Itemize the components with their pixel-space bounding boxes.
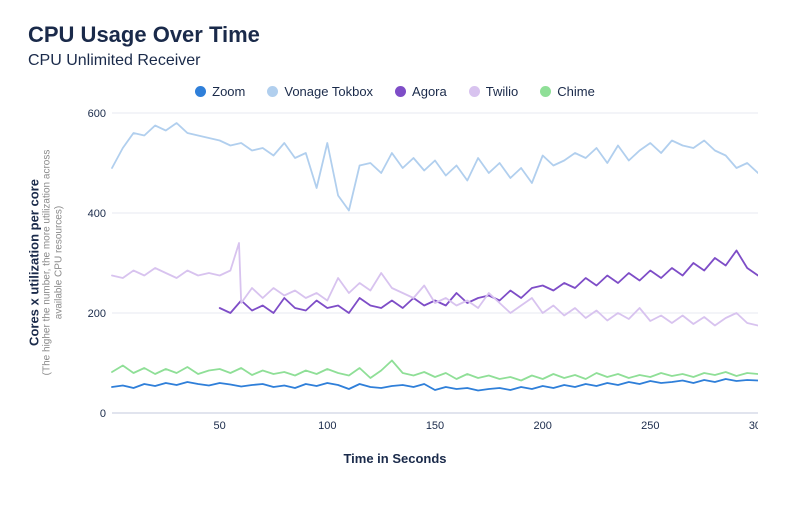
y-tick-label: 200 — [88, 308, 106, 320]
legend: Zoom Vonage Tokbox Agora Twilio Chime — [28, 84, 762, 99]
y-tick-label: 0 — [100, 408, 106, 420]
chart-subtitle: CPU Unlimited Receiver — [28, 52, 762, 70]
x-tick-label: 200 — [533, 420, 551, 432]
series-line — [112, 361, 758, 381]
series-line — [112, 379, 758, 391]
legend-item: Chime — [540, 84, 595, 99]
x-tick-label: 300 — [749, 420, 758, 432]
legend-label: Vonage Tokbox — [284, 84, 373, 99]
legend-label: Chime — [557, 84, 595, 99]
legend-item: Twilio — [469, 84, 519, 99]
legend-label: Twilio — [486, 84, 519, 99]
series-line — [220, 251, 758, 314]
x-tick-label: 50 — [214, 420, 226, 432]
legend-item: Vonage Tokbox — [267, 84, 373, 99]
line-chart-svg: 0 200 400 600 50 100 150 200 250 300 — [82, 109, 758, 445]
y-tick-label: 400 — [88, 208, 106, 220]
legend-label: Zoom — [212, 84, 245, 99]
chart-title: CPU Usage Over Time — [28, 22, 762, 48]
x-tick-label: 250 — [641, 420, 659, 432]
legend-item: Zoom — [195, 84, 245, 99]
y-axis-label-sub-2: available CPU resources) — [54, 149, 66, 375]
y-tick-label: 600 — [88, 109, 106, 120]
legend-swatch-icon — [469, 86, 480, 97]
series-line — [112, 123, 758, 211]
legend-swatch-icon — [395, 86, 406, 97]
x-tick-label: 100 — [318, 420, 336, 432]
y-axis-label-main: Cores x utilization per core — [27, 149, 42, 375]
chart-container: Cores x utilization per core (The higher… — [28, 109, 762, 445]
y-axis-label-sub-1: (The higher the number, the more utiliza… — [42, 149, 54, 375]
legend-swatch-icon — [195, 86, 206, 97]
y-axis-label-wrap: Cores x utilization per core (The higher… — [26, 109, 66, 415]
legend-swatch-icon — [540, 86, 551, 97]
legend-swatch-icon — [267, 86, 278, 97]
legend-item: Agora — [395, 84, 447, 99]
legend-label: Agora — [412, 84, 447, 99]
y-axis-label: Cores x utilization per core (The higher… — [27, 149, 66, 375]
x-tick-label: 150 — [426, 420, 444, 432]
x-axis-label: Time in Seconds — [28, 451, 762, 466]
chart-page: CPU Usage Over Time CPU Unlimited Receiv… — [0, 0, 790, 513]
